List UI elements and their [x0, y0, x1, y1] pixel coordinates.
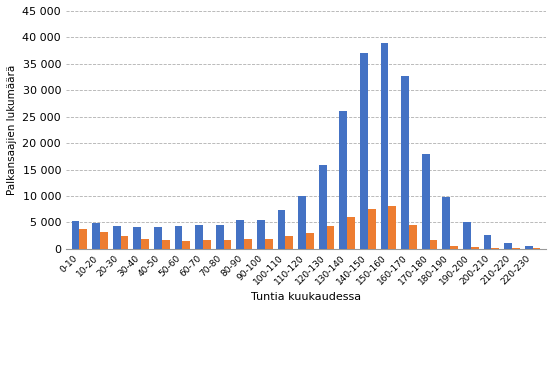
Bar	[154, 227, 162, 249]
Bar	[100, 232, 108, 249]
Y-axis label: Palkansaajien lukumäärä: Palkansaajien lukumäärä	[7, 65, 17, 195]
Bar	[244, 239, 252, 249]
Bar	[347, 217, 355, 249]
Bar	[484, 235, 492, 249]
Bar	[360, 53, 368, 249]
Bar	[223, 240, 232, 249]
Bar	[278, 210, 285, 249]
Bar	[525, 246, 533, 249]
Bar	[463, 222, 471, 249]
Bar	[340, 111, 347, 249]
Bar	[388, 206, 397, 249]
Bar	[442, 197, 450, 249]
Bar	[92, 223, 100, 249]
Bar	[257, 220, 265, 249]
Bar	[409, 225, 417, 249]
Bar	[236, 220, 244, 249]
Bar	[422, 154, 430, 249]
Bar	[430, 240, 437, 249]
Bar	[504, 243, 512, 249]
Bar	[203, 240, 211, 249]
Bar	[121, 236, 128, 249]
Bar	[306, 233, 314, 249]
Bar	[71, 221, 80, 249]
Bar	[141, 239, 149, 249]
Bar	[471, 247, 479, 249]
Bar	[368, 209, 375, 249]
Bar	[380, 43, 388, 249]
Bar	[298, 196, 306, 249]
Bar	[175, 226, 182, 249]
Bar	[327, 225, 335, 249]
Bar	[450, 246, 458, 249]
Bar	[133, 227, 141, 249]
Bar	[265, 239, 273, 249]
Bar	[401, 76, 409, 249]
Bar	[113, 225, 121, 249]
Bar	[80, 229, 87, 249]
Bar	[195, 225, 203, 249]
X-axis label: Tuntia kuukaudessa: Tuntia kuukaudessa	[251, 292, 361, 302]
Bar	[216, 225, 223, 249]
Bar	[182, 241, 190, 249]
Bar	[319, 165, 327, 249]
Bar	[162, 240, 170, 249]
Bar	[285, 236, 293, 249]
